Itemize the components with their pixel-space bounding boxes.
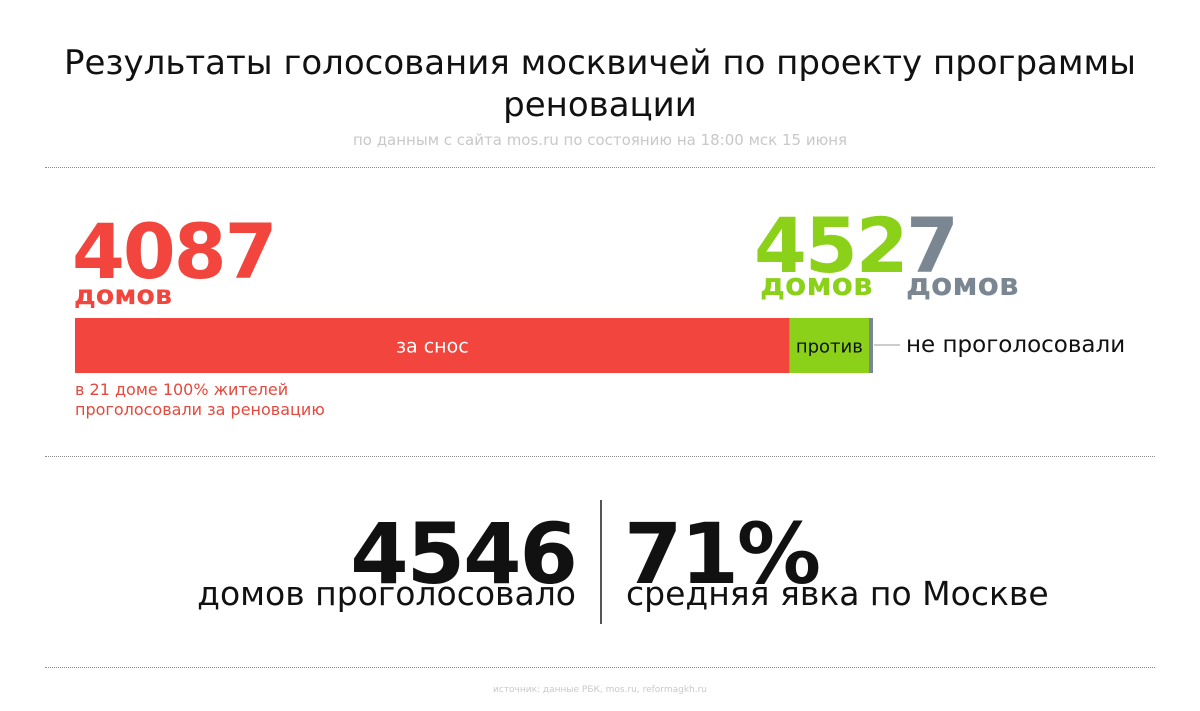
bar-segment-for [75, 318, 790, 373]
bar-group: за снос против [75, 318, 900, 373]
bar-label-against: против [796, 337, 863, 358]
no-vote-count: 7 [906, 201, 959, 290]
for-unit: домов [74, 280, 173, 311]
total-count: 4546 [350, 505, 578, 603]
bar-segment-no-vote [869, 318, 873, 373]
stacked-bar-chart: за снос против [75, 318, 900, 373]
page-title: Результаты голосования москвичей по прое… [63, 43, 1137, 125]
against-count: 452 [754, 201, 909, 290]
against-unit: домов [760, 267, 873, 303]
turnout-label: средняя явка по Москве [626, 574, 1049, 613]
bar-label-for: за снос [396, 336, 469, 358]
page-subtitle: по данным с сайта mos.ru по состоянию на… [352, 131, 848, 149]
total-label: домов проголосовало [197, 574, 576, 613]
for-count: 4087 [72, 207, 278, 296]
no-vote-unit: домов [906, 267, 1019, 303]
divider-middle [45, 456, 1155, 457]
turnout-value: 71% [624, 505, 821, 603]
source-note: источник: данные РБК, mos.ru, reformagkh… [492, 685, 708, 695]
divider-top [45, 167, 1155, 168]
no-vote-label: не проголосовали [906, 332, 1126, 358]
summary-separator [600, 500, 602, 624]
footnote-annotation: в 21 доме 100% жителей проголосовали за … [75, 380, 325, 419]
divider-bottom [45, 667, 1155, 668]
bar-segment-against [789, 318, 869, 373]
